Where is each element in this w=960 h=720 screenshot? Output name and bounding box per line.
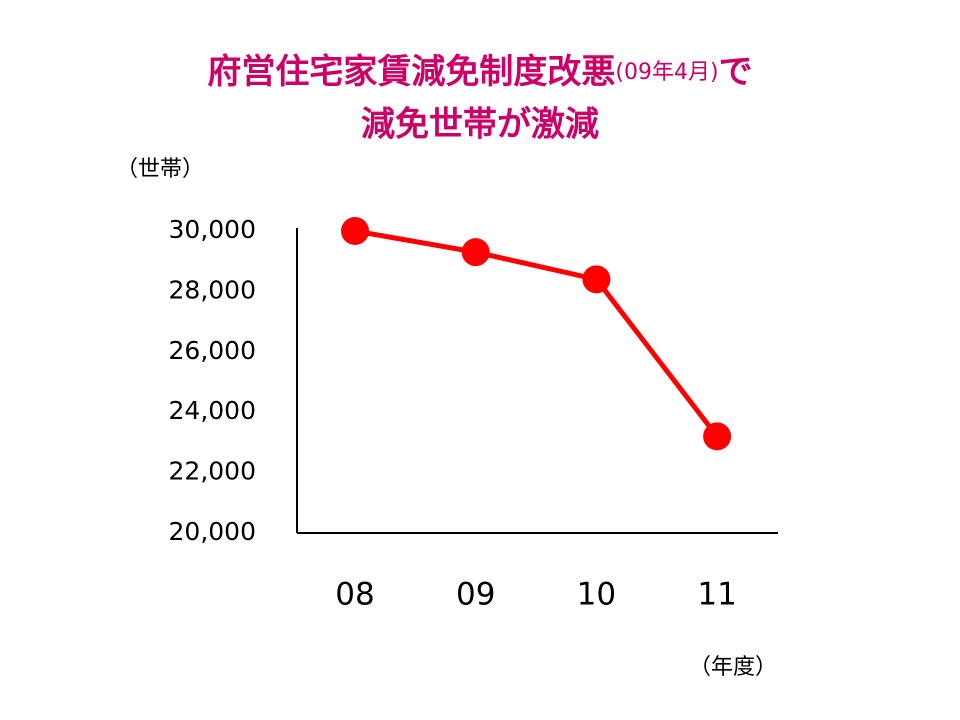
x-tick-label: 09 xyxy=(456,577,495,613)
data-point xyxy=(582,265,611,294)
chart-title: 府営住宅家賃減免制度改悪(09年4月)で xyxy=(207,52,752,92)
x-tick-label: 10 xyxy=(577,577,616,613)
x-axis-label: （年度） xyxy=(689,655,777,680)
y-tick-label: 24,000 xyxy=(169,396,256,425)
y-tick-label: 22,000 xyxy=(169,457,256,486)
title-note: (09年4月) xyxy=(615,60,718,85)
y-tick-label: 20,000 xyxy=(169,517,256,546)
chart-title: 減免世帯が激減 xyxy=(361,105,599,145)
y-tick-label: 30,000 xyxy=(169,215,256,244)
y-tick-label: 26,000 xyxy=(169,336,256,365)
title-text: 府営住宅家賃減免制度改悪 xyxy=(207,52,615,92)
x-tick-label: 08 xyxy=(335,577,374,613)
data-line xyxy=(354,228,720,438)
title-text: で xyxy=(719,52,753,92)
y-tick-label: 28,000 xyxy=(169,275,256,304)
data-point xyxy=(461,238,490,267)
data-point xyxy=(341,217,369,245)
y-axis-label: （世帯） xyxy=(116,157,204,182)
x-tick-label: 11 xyxy=(697,577,736,613)
data-point xyxy=(703,422,732,451)
